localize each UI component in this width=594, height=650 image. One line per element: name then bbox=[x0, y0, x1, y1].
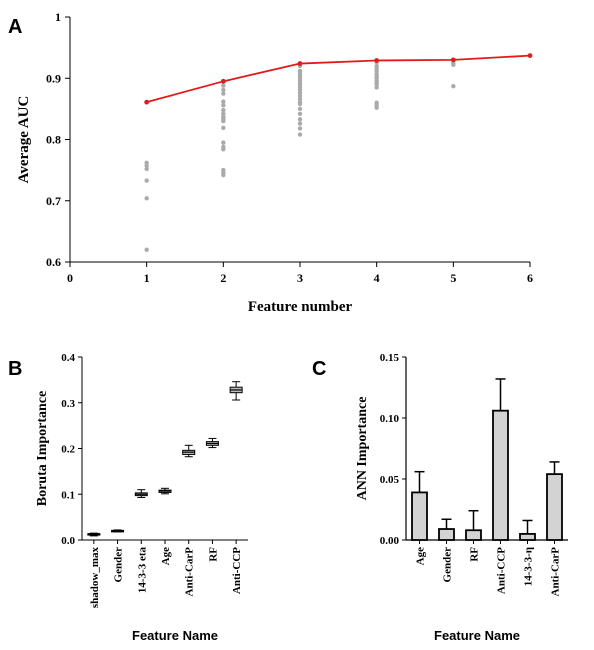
y-tick-label: 0.7 bbox=[46, 194, 61, 208]
x-tick-label: Age bbox=[415, 547, 427, 565]
scatter-point bbox=[144, 247, 149, 252]
scatter-point bbox=[297, 96, 303, 102]
x-tick-label: RF bbox=[207, 547, 219, 562]
scatter-point bbox=[221, 87, 226, 93]
scatter-point bbox=[374, 105, 379, 110]
x-tick-label: Anti-CCP bbox=[496, 547, 508, 594]
scatter-point bbox=[297, 87, 303, 93]
x-tick-label: Anti-CCP bbox=[231, 547, 243, 594]
scatter-point bbox=[297, 111, 303, 116]
x-tick-label: Anti-CarP bbox=[550, 547, 562, 597]
y-axis-title: ANN Importance bbox=[355, 397, 370, 501]
auc-line bbox=[146, 54, 531, 104]
x-tick-label: 5 bbox=[450, 271, 456, 285]
x-axis-title: Feature Name bbox=[132, 628, 218, 643]
scatter-point bbox=[144, 160, 149, 165]
scatter-point bbox=[451, 62, 456, 67]
x-tick-label: 14-3-3 eta bbox=[136, 547, 148, 594]
x-tick-label: 1 bbox=[144, 271, 150, 285]
scatter-point bbox=[374, 82, 379, 87]
scatter-point bbox=[297, 117, 303, 122]
scatter-point bbox=[297, 132, 303, 137]
scatter-point bbox=[374, 68, 379, 74]
panel-a-letter: A bbox=[8, 16, 22, 38]
x-tick-label: Anti-CarP bbox=[184, 547, 196, 597]
y-tick-label: 0.3 bbox=[61, 398, 75, 410]
bar bbox=[492, 409, 509, 541]
y-tick-label: 1 bbox=[55, 10, 61, 24]
scatter-point bbox=[144, 196, 149, 201]
scatter-point bbox=[144, 166, 149, 172]
panel-b-letter: B bbox=[8, 358, 22, 380]
line-point bbox=[450, 57, 456, 63]
chart-b: 0.0 0.1 0.2 0.3 0.4 shadow_max Gender 14-3-3 et… bbox=[35, 352, 248, 643]
bar bbox=[411, 491, 428, 541]
y-axis-title: Average AUC bbox=[16, 96, 32, 184]
bar bbox=[546, 473, 563, 541]
scatter-point bbox=[221, 140, 226, 145]
x-tick-label: 4 bbox=[374, 271, 380, 285]
scatter-point bbox=[221, 103, 226, 108]
scatter-point bbox=[297, 101, 303, 107]
line-point bbox=[527, 53, 533, 58]
x-tick-label: Gender bbox=[113, 547, 125, 583]
y-tick-label: 0.0 bbox=[61, 535, 75, 547]
bar bbox=[519, 533, 536, 541]
y-tick-label: 0.6 bbox=[46, 255, 61, 269]
y-tick-label: 0.1 bbox=[61, 489, 75, 501]
x-tick-label: shadow_max bbox=[89, 547, 101, 609]
y-tick-label: 0.4 bbox=[61, 352, 75, 364]
x-tick-label: Age bbox=[160, 547, 172, 565]
x-tick-label: Gender bbox=[442, 547, 454, 583]
scatter-point bbox=[221, 83, 226, 88]
scatter-point bbox=[221, 125, 226, 131]
scatter-point bbox=[374, 85, 379, 90]
scatter-point bbox=[297, 106, 303, 112]
y-tick-label: 0.10 bbox=[380, 413, 400, 425]
bar bbox=[465, 529, 482, 541]
x-axis-title: Feature number bbox=[248, 299, 353, 315]
scatter-point bbox=[297, 126, 303, 131]
scatter-point bbox=[221, 91, 226, 96]
x-tick-label: 14-3-3-η bbox=[523, 547, 535, 586]
scatter-point bbox=[221, 99, 226, 104]
x-tick-label: 2 bbox=[220, 271, 226, 285]
scatter-point bbox=[221, 111, 226, 116]
x-axis-title: Feature Name bbox=[434, 628, 520, 643]
x-tick-label: RF bbox=[469, 547, 481, 562]
scatter-point bbox=[221, 172, 226, 178]
scatter-point bbox=[144, 178, 149, 183]
scatter-point bbox=[297, 93, 303, 99]
line-point bbox=[220, 78, 226, 84]
line-point bbox=[374, 58, 380, 63]
chart-a: 0.6 0.7 0.8 0.9 1 0 1 2 3 4 5 6 Feature number Averag… bbox=[16, 10, 533, 315]
panel-c-letter: C bbox=[312, 358, 326, 380]
chart-c: 0.00 0.05 0.10 0.15 Age Gender RF Anti-CCP 14-3-… bbox=[355, 352, 568, 643]
y-tick-label: 0.00 bbox=[380, 535, 400, 547]
scatter-point bbox=[297, 90, 303, 96]
scatter-point bbox=[451, 84, 456, 89]
x-tick-label: 3 bbox=[297, 271, 303, 285]
y-tick-label: 0.8 bbox=[46, 133, 61, 147]
y-tick-label: 0.05 bbox=[380, 474, 400, 486]
x-tick-label: 6 bbox=[527, 271, 533, 285]
scatter-point bbox=[144, 163, 149, 169]
scatter-point bbox=[221, 107, 226, 113]
y-tick-label: 0.9 bbox=[46, 71, 61, 85]
scatter-point bbox=[297, 121, 303, 126]
line-point bbox=[297, 61, 303, 66]
line-point bbox=[144, 99, 150, 105]
bar bbox=[438, 528, 455, 541]
scatter-point bbox=[221, 118, 226, 124]
x-tick-label: 0 bbox=[67, 271, 73, 285]
y-axis-title: Boruta Importance bbox=[35, 391, 50, 507]
y-tick-label: 0.2 bbox=[61, 444, 75, 456]
y-tick-label: 0.15 bbox=[380, 352, 400, 364]
scatter-point bbox=[221, 147, 226, 152]
